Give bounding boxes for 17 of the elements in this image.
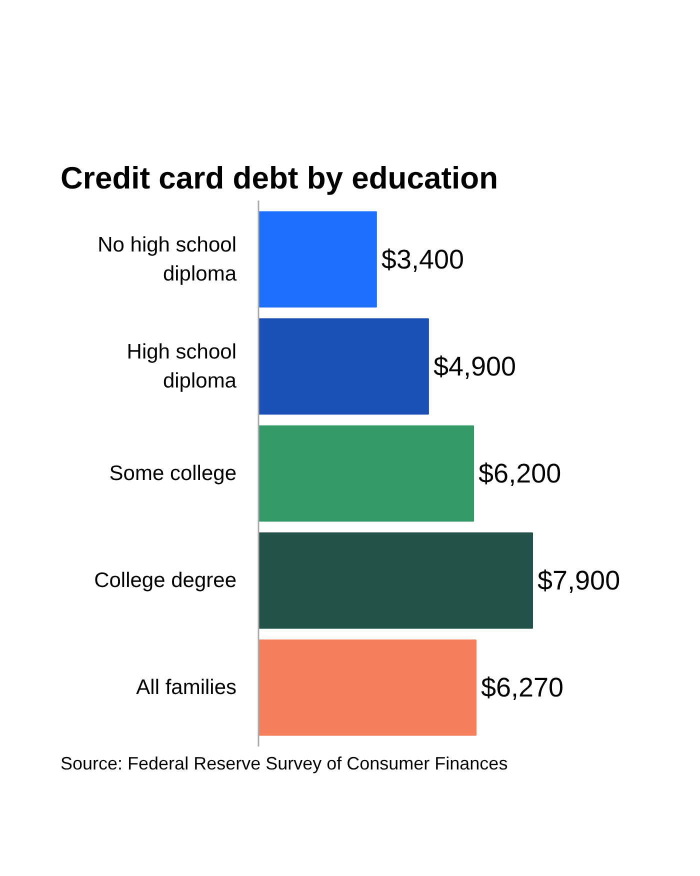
bar xyxy=(258,639,476,736)
y-tick-label: College degree xyxy=(94,569,236,592)
data-label: $6,270 xyxy=(480,672,564,703)
y-tick-label: No high school diploma xyxy=(98,234,237,286)
bar xyxy=(258,211,377,308)
chart-title: Credit card debt by education xyxy=(60,160,498,196)
data-label: $3,400 xyxy=(381,244,464,274)
data-label: $6,200 xyxy=(478,458,562,488)
y-tick-label: High school diploma xyxy=(126,340,237,392)
bar xyxy=(258,425,474,522)
y-tick-label: Some college xyxy=(109,462,237,485)
bar xyxy=(258,532,533,629)
bar xyxy=(258,318,429,415)
y-tick-label: All families xyxy=(136,676,237,700)
source-note: Source: Federal Reserve Survey of Consumer Finances xyxy=(60,754,508,774)
data-label: $7,900 xyxy=(538,566,620,596)
data-label: $4,900 xyxy=(433,351,516,382)
